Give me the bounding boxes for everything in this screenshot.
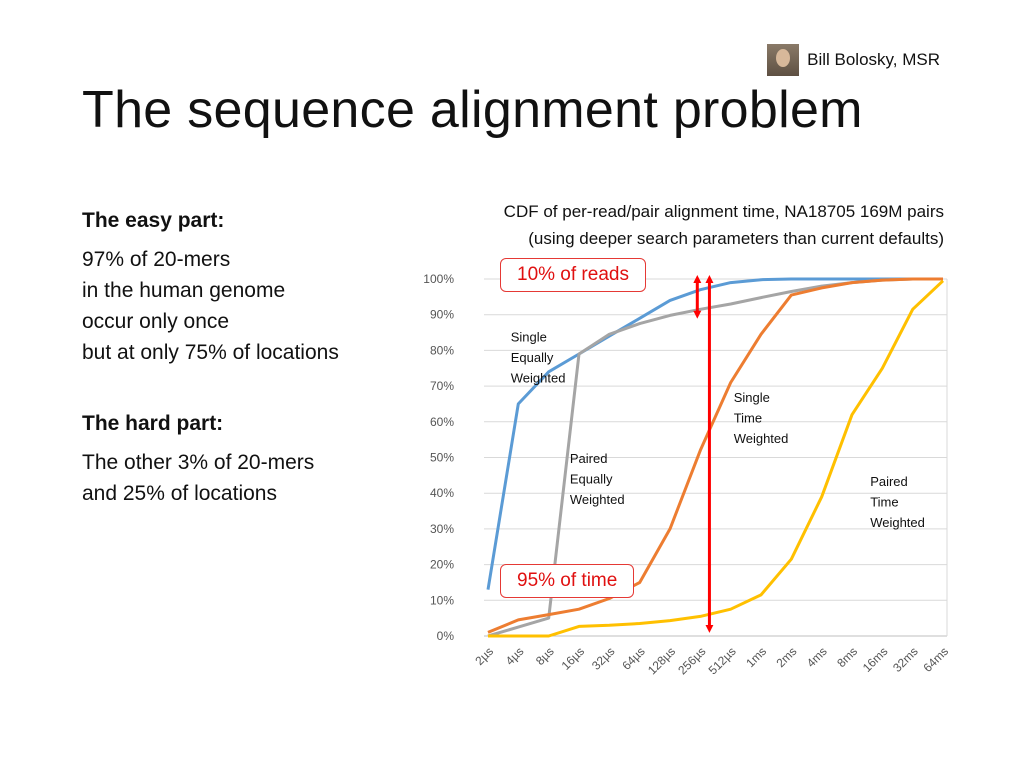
- x-tick-label: 1ms: [743, 644, 769, 670]
- x-tick-label: 4µs: [503, 644, 527, 668]
- x-tick-label: 64µs: [619, 644, 647, 672]
- series-annotation: Weighted: [870, 515, 925, 530]
- series-line: [488, 279, 945, 638]
- hard-line-2: and 25% of locations: [82, 482, 277, 505]
- y-tick-label: 60%: [430, 415, 454, 429]
- y-tick-label: 0%: [437, 629, 455, 643]
- series-line: [486, 277, 943, 590]
- x-tick-label: 8ms: [834, 644, 860, 670]
- series-annotation: Weighted: [511, 370, 566, 385]
- series-annotation: Single: [734, 390, 770, 405]
- y-tick-label: 30%: [430, 522, 454, 536]
- easy-line-3: occur only once: [82, 310, 230, 333]
- easy-line-2: in the human genome: [82, 279, 286, 302]
- hard-heading: The hard part:: [82, 412, 224, 435]
- y-tick-label: 10%: [430, 593, 454, 607]
- x-tick-label: 2µs: [472, 644, 496, 668]
- y-tick-label: 90%: [430, 308, 454, 322]
- series-annotation: Time: [734, 411, 762, 426]
- chart-caption-line-2: (using deeper search parameters than cur…: [528, 229, 944, 248]
- series-annotation: Paired: [570, 451, 608, 466]
- chart-caption: CDF of per-read/pair alignment time, NA1…: [504, 198, 944, 252]
- callout-time: 95% of time: [500, 564, 635, 598]
- y-tick-label: 100%: [423, 272, 454, 286]
- series-line: [487, 277, 943, 634]
- hard-line-1: The other 3% of 20-mers: [82, 451, 315, 474]
- x-tick-label: 2ms: [774, 644, 800, 670]
- author-credit: Bill Bolosky, MSR: [767, 44, 940, 76]
- x-tick-label: 64ms: [920, 644, 951, 675]
- author-name: Bill Bolosky, MSR: [807, 50, 940, 69]
- x-tick-label: 8µs: [533, 644, 557, 668]
- x-tick-label: 32ms: [890, 644, 921, 675]
- x-tick-label: 16ms: [860, 644, 891, 675]
- series-annotation: Paired: [870, 474, 908, 489]
- series-annotation: Time: [870, 495, 898, 510]
- chart-caption-line-1: CDF of per-read/pair alignment time, NA1…: [503, 202, 944, 221]
- series-annotation: Equally: [570, 471, 613, 486]
- x-tick-label: 128µs: [645, 644, 678, 677]
- series-annotation: Equally: [511, 350, 554, 365]
- series-annotation: Weighted: [570, 492, 625, 507]
- y-tick-label: 40%: [430, 486, 454, 500]
- easy-line-4: but at only 75% of locations: [82, 341, 339, 364]
- callout-reads: 10% of reads: [500, 258, 646, 292]
- slide-title: The sequence alignment problem: [82, 81, 863, 139]
- y-tick-label: 80%: [430, 343, 454, 357]
- y-tick-label: 50%: [430, 451, 454, 465]
- series-annotation: Single: [511, 329, 547, 344]
- x-tick-label: 256µs: [675, 644, 708, 677]
- series-annotation: Weighted: [734, 431, 789, 446]
- author-photo: [767, 44, 800, 76]
- easy-line-1: 97% of 20-mers: [82, 248, 231, 271]
- x-tick-label: 512µs: [706, 644, 739, 677]
- x-tick-label: 4ms: [804, 644, 830, 670]
- x-tick-label: 16µs: [559, 644, 587, 672]
- y-tick-label: 20%: [430, 558, 454, 572]
- x-tick-label: 32µs: [589, 644, 617, 672]
- y-tick-label: 70%: [430, 379, 454, 393]
- easy-heading: The easy part:: [82, 209, 225, 232]
- left-text-column: The easy part: 97% of 20-mers in the hum…: [82, 205, 412, 509]
